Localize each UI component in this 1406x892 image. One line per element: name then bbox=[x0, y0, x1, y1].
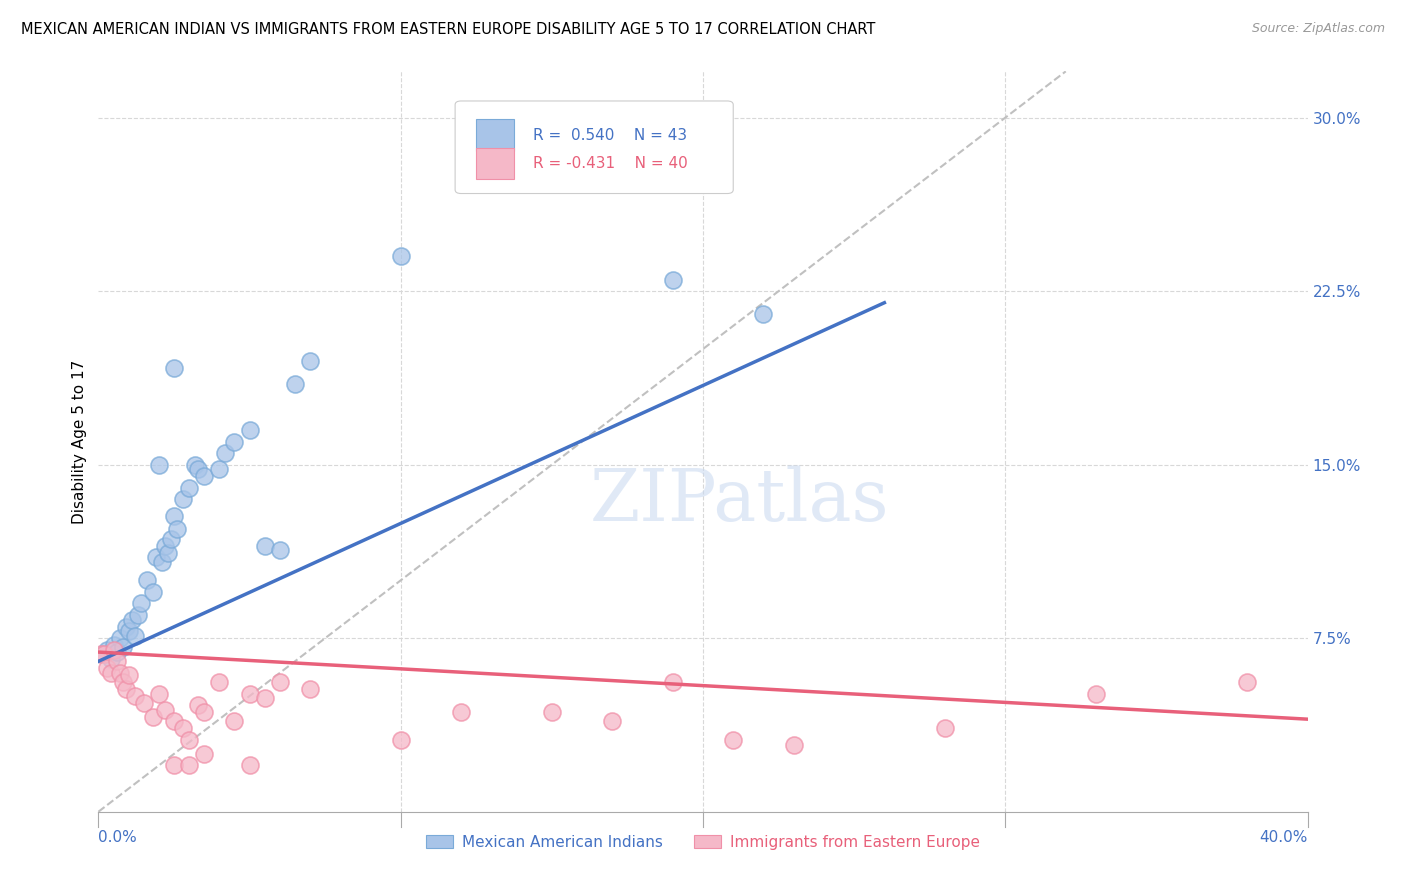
Point bbox=[148, 458, 170, 472]
Point bbox=[142, 585, 165, 599]
Point bbox=[481, 157, 503, 171]
Point bbox=[253, 539, 276, 553]
Point bbox=[193, 469, 215, 483]
Point bbox=[253, 691, 276, 706]
Point bbox=[108, 665, 131, 680]
Point bbox=[163, 714, 186, 729]
Point bbox=[540, 134, 562, 148]
Point bbox=[193, 747, 215, 761]
Point bbox=[187, 698, 209, 713]
Point bbox=[103, 642, 125, 657]
Point bbox=[752, 307, 775, 321]
Point bbox=[124, 689, 146, 703]
Text: R =  0.540    N = 43: R = 0.540 N = 43 bbox=[533, 128, 686, 143]
FancyBboxPatch shape bbox=[475, 120, 515, 151]
Point bbox=[269, 675, 291, 690]
Point bbox=[172, 722, 194, 736]
Point bbox=[118, 624, 141, 639]
Point bbox=[100, 652, 122, 666]
Point bbox=[160, 532, 183, 546]
Point bbox=[166, 523, 188, 537]
Point bbox=[124, 629, 146, 643]
Legend: Mexican American Indians, Immigrants from Eastern Europe: Mexican American Indians, Immigrants fro… bbox=[419, 829, 987, 856]
Point bbox=[114, 682, 136, 697]
Point bbox=[193, 705, 215, 719]
Point bbox=[224, 714, 246, 729]
Text: ZIPatlas: ZIPatlas bbox=[589, 466, 889, 536]
Point bbox=[127, 608, 149, 623]
Point bbox=[661, 272, 683, 286]
Point bbox=[145, 550, 167, 565]
Point bbox=[450, 705, 472, 719]
Point bbox=[1085, 687, 1108, 701]
Point bbox=[105, 654, 128, 668]
Point bbox=[96, 661, 118, 675]
Point bbox=[208, 675, 231, 690]
Point bbox=[299, 353, 322, 368]
Point bbox=[142, 710, 165, 724]
Point bbox=[111, 640, 134, 655]
Text: R = -0.431    N = 40: R = -0.431 N = 40 bbox=[533, 156, 688, 170]
Point bbox=[179, 758, 201, 772]
Point bbox=[96, 642, 118, 657]
Point bbox=[783, 738, 806, 752]
Point bbox=[153, 703, 176, 717]
Point bbox=[299, 682, 322, 697]
Point bbox=[129, 597, 152, 611]
Point bbox=[224, 434, 246, 449]
Point bbox=[114, 619, 136, 633]
Text: MEXICAN AMERICAN INDIAN VS IMMIGRANTS FROM EASTERN EUROPE DISABILITY AGE 5 TO 17: MEXICAN AMERICAN INDIAN VS IMMIGRANTS FR… bbox=[21, 22, 876, 37]
Point bbox=[540, 705, 562, 719]
Point bbox=[156, 545, 179, 560]
Point bbox=[90, 648, 112, 662]
Point bbox=[93, 648, 115, 662]
Point bbox=[269, 543, 291, 558]
Point bbox=[934, 722, 956, 736]
Point bbox=[111, 675, 134, 690]
Point bbox=[187, 462, 209, 476]
Point bbox=[148, 687, 170, 701]
Point bbox=[105, 645, 128, 659]
Point bbox=[163, 508, 186, 523]
Point bbox=[389, 250, 412, 264]
FancyBboxPatch shape bbox=[475, 147, 515, 178]
Point bbox=[723, 733, 745, 747]
Point bbox=[93, 648, 115, 662]
Point bbox=[284, 376, 307, 391]
Point bbox=[172, 492, 194, 507]
Point bbox=[179, 481, 201, 495]
Point bbox=[150, 555, 173, 569]
Point bbox=[118, 668, 141, 682]
Point bbox=[214, 446, 236, 460]
Point bbox=[1236, 675, 1258, 690]
Point bbox=[121, 613, 143, 627]
FancyBboxPatch shape bbox=[456, 101, 734, 194]
Text: 40.0%: 40.0% bbox=[1260, 830, 1308, 846]
Point bbox=[103, 638, 125, 652]
Text: 0.0%: 0.0% bbox=[98, 830, 138, 846]
Point bbox=[163, 360, 186, 375]
Point bbox=[132, 696, 155, 710]
Point bbox=[184, 458, 207, 472]
Point bbox=[239, 758, 262, 772]
Point bbox=[661, 675, 683, 690]
Point bbox=[153, 539, 176, 553]
Point bbox=[602, 714, 624, 729]
Point bbox=[602, 122, 624, 136]
Point bbox=[239, 687, 262, 701]
Point bbox=[108, 631, 131, 645]
Point bbox=[208, 462, 231, 476]
Point bbox=[179, 733, 201, 747]
Y-axis label: Disability Age 5 to 17: Disability Age 5 to 17 bbox=[72, 359, 87, 524]
Point bbox=[389, 733, 412, 747]
Point bbox=[100, 665, 122, 680]
Point bbox=[135, 574, 157, 588]
Point bbox=[239, 423, 262, 437]
Text: Source: ZipAtlas.com: Source: ZipAtlas.com bbox=[1251, 22, 1385, 36]
Point bbox=[163, 758, 186, 772]
